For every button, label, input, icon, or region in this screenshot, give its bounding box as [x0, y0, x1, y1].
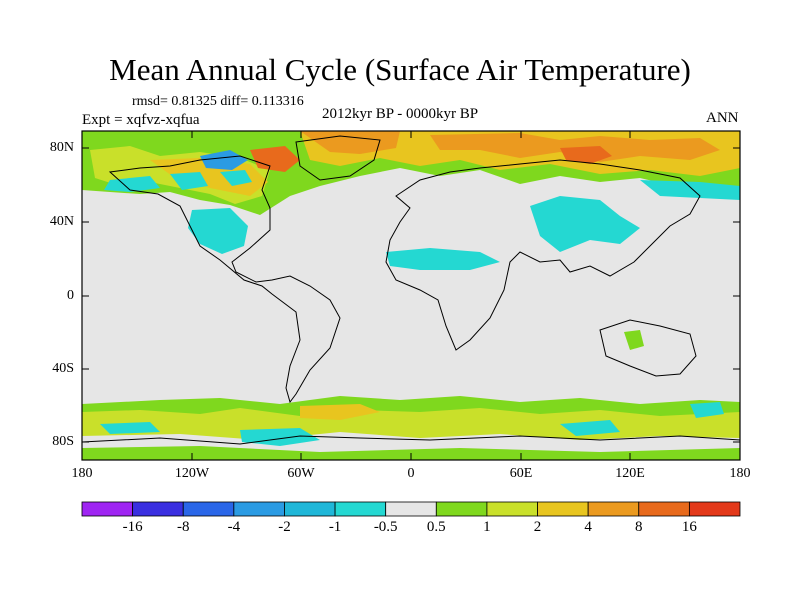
lat-tick-label: 0 [67, 288, 74, 303]
colorbar-label: 1 [483, 519, 491, 535]
colorbar-swatch [385, 501, 437, 517]
australia-coast [599, 319, 697, 377]
colorbar [81, 501, 741, 517]
colorbar-swatch [688, 501, 741, 517]
colorbar-label: -0.5 [373, 519, 398, 535]
sahara-cool-patch [386, 248, 500, 270]
colorbar-label: 8 [635, 519, 643, 535]
colorbar-swatch [233, 501, 285, 517]
season-label: ANN [706, 110, 739, 126]
colorbar-label: 0.5 [426, 519, 446, 535]
canada-cool-spot [200, 150, 248, 170]
indian-sector-cool-patch [560, 420, 620, 436]
lon-tick-label: 60W [287, 466, 315, 481]
siberia-hotspot [560, 146, 612, 164]
greenland-coast [295, 135, 381, 181]
colorbar-swatch [587, 501, 640, 517]
colorbar-label: 2 [533, 519, 542, 535]
colorbar-label: -16 [122, 519, 143, 535]
stats-line: rmsd= 0.81325 diff= 0.113316 [132, 94, 304, 109]
colorbar-swatch [182, 501, 235, 517]
colorbar-swatch [638, 501, 690, 517]
colorbar-swatch [334, 501, 387, 517]
north-america-cool-patch [188, 208, 248, 254]
lon-tick-label: 120W [174, 466, 210, 481]
eurasia-africa-coast [385, 159, 701, 351]
pacific-sector-cool-patch [690, 402, 724, 418]
colorbar-label: -1 [328, 519, 342, 535]
colorbar-swatch [435, 501, 488, 517]
colorbar-swatch [486, 501, 538, 517]
lat-tick-label: 40S [52, 361, 74, 376]
south-atlantic-orange-patch [300, 404, 380, 420]
axis-ticks [81, 131, 741, 460]
experiment-label: Expt = xqfvz-xqfua [82, 112, 200, 128]
colorbar-swatch [81, 501, 134, 517]
coastlines [82, 135, 740, 445]
lat-tick-label: 80N [49, 140, 74, 155]
lon-tick-label: 180 [729, 466, 751, 481]
lat-tick-label: 40N [49, 214, 74, 229]
canadian-arctic-hotspot [250, 146, 300, 172]
lon-tick-label: 180 [71, 466, 93, 481]
lon-tick-label: 120E [615, 466, 645, 481]
colorbar-label: -4 [227, 519, 241, 535]
pacific-north-cool-band [640, 180, 740, 200]
colorbar-label: -8 [176, 519, 190, 535]
australia-warm-spot [624, 330, 644, 350]
colorbar-swatch [132, 501, 184, 517]
canada-orange-patch [150, 158, 268, 196]
colorbar-swatch [537, 501, 589, 517]
colorbar-label: 4 [584, 519, 592, 535]
chart-title: Mean Annual Cycle (Surface Air Temperatu… [109, 52, 691, 87]
bering-cool-patch [104, 176, 160, 192]
ross-sea-cool-patch [100, 422, 160, 434]
colorbar-label: -2 [278, 519, 291, 535]
colorbar-swatch [284, 501, 336, 517]
alaska-cool-spot [170, 172, 208, 190]
hudson-cool-spot [220, 170, 252, 186]
antarctica-coast [82, 435, 740, 445]
americas-coast [108, 155, 341, 404]
lat-tick-label: 80S [52, 434, 74, 449]
asia-cool-patch [530, 196, 640, 252]
period-label: 2012kyr BP - 0000kyr BP [322, 106, 479, 122]
greenland-strong-patch [300, 131, 400, 154]
lon-tick-label: 0 [407, 466, 415, 481]
temperature-field [82, 131, 740, 460]
colorbar-label: 16 [681, 519, 697, 535]
lon-tick-label: 60E [509, 466, 533, 481]
